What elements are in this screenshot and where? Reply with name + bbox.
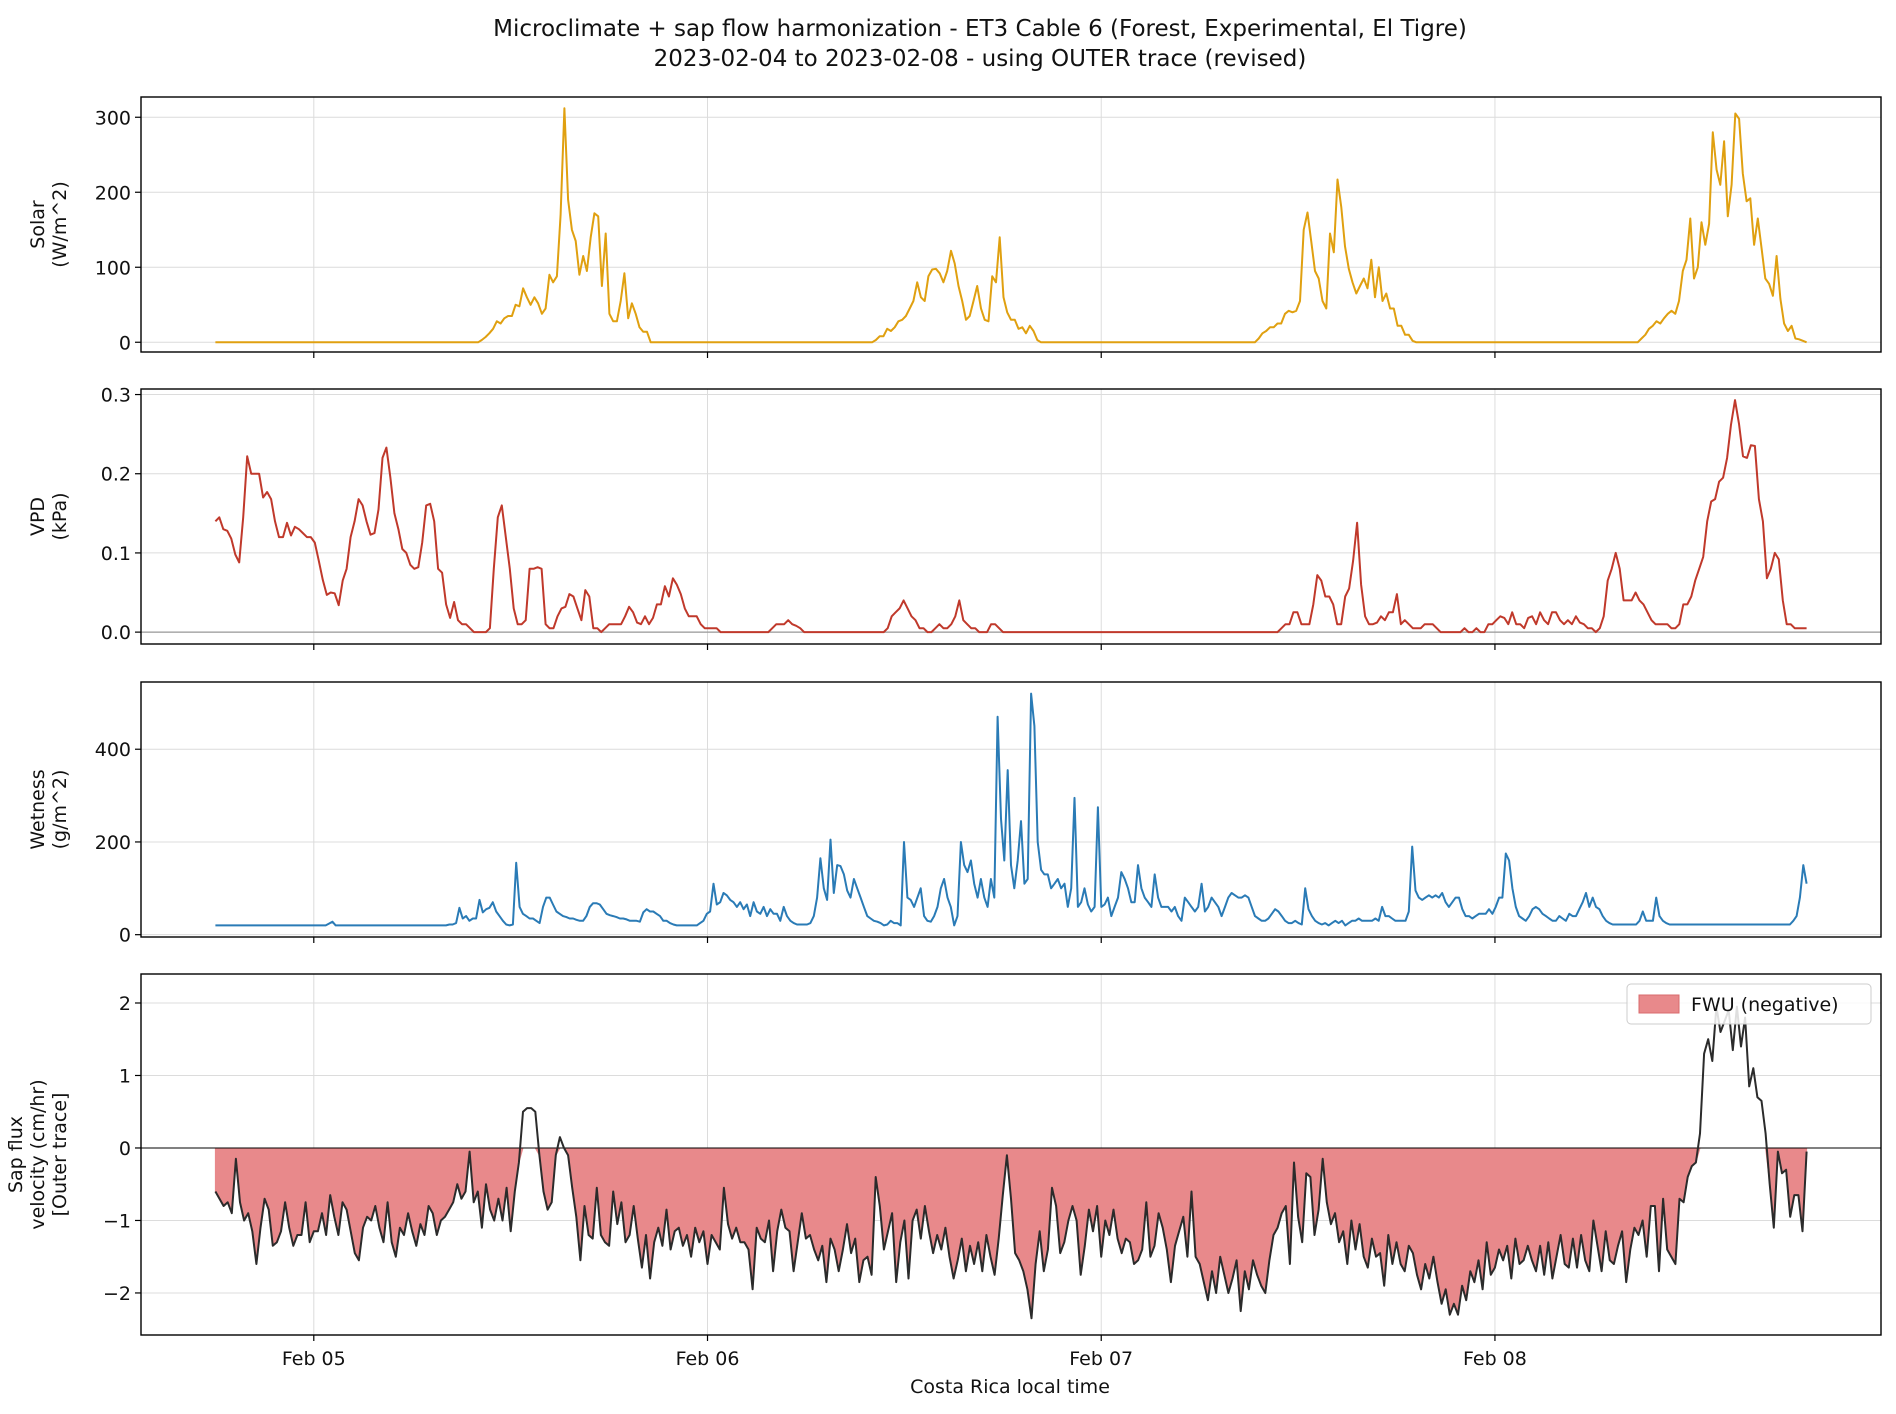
y-axis-label: (W/m^2) (49, 181, 71, 268)
y-axis-label: Sap flux (5, 1116, 27, 1193)
series-line (215, 107, 1807, 344)
x-tick-label: Feb 05 (282, 1348, 346, 1370)
y-tick-label: 2 (119, 993, 131, 1015)
y-axis-label: velocity (cm/hr) (27, 1079, 49, 1229)
legend: FWU (negative) (1626, 983, 1872, 1025)
x-tick-label: Feb 06 (676, 1348, 740, 1370)
axes-frame (140, 388, 1882, 645)
y-tick-label: 0.3 (101, 385, 131, 407)
y-axis-label: Wetness (27, 769, 49, 849)
y-tick-label: 0.0 (101, 622, 131, 644)
y-tick-label: −2 (103, 1283, 131, 1305)
y-axis-label: VPD (27, 497, 49, 536)
chart-title-line1: Microclimate + sap flow harmonization - … (493, 16, 1467, 42)
y-axis-label: Solar (27, 200, 49, 249)
panel-1: 0 100 200 300 Solar (W/m^2) (27, 96, 1882, 358)
series-line (214, 399, 1807, 634)
y-tick-label: 0 (119, 332, 131, 354)
legend-swatch (1638, 994, 1680, 1014)
chart-title-line2: 2023-02-04 to 2023-02-08 - using OUTER t… (654, 46, 1307, 72)
axes-frame (140, 681, 1882, 938)
y-tick-label: 200 (95, 832, 131, 854)
y-tick-label: 0 (119, 1138, 131, 1160)
legend-box (1626, 983, 1872, 1025)
y-axis-label: (kPa) (49, 492, 71, 540)
y-tick-label: 200 (95, 182, 131, 204)
panel-3: 0 200 400 Wetness (g/m^2) (27, 681, 1882, 947)
x-axis-label: Costa Rica local time (910, 1376, 1110, 1398)
y-tick-label: 1 (119, 1065, 131, 1087)
y-axis-label: (g/m^2) (49, 770, 71, 850)
legend-label: FWU (negative) (1691, 994, 1839, 1016)
axes-frame (140, 973, 1882, 1336)
y-tick-label: 300 (95, 107, 131, 129)
y-tick-label: 100 (95, 257, 131, 279)
y-tick-label: 0.2 (101, 464, 131, 486)
x-tick-label: Feb 08 (1463, 1348, 1527, 1370)
series-line (215, 692, 1808, 927)
y-tick-label: −1 (103, 1210, 131, 1232)
series-line (214, 1005, 1808, 1320)
panel-4: Feb 05 Feb 06 Feb 07 Feb 08 −2 −1 0 1 2 Sap flux v… (5, 973, 1882, 1370)
axes-frame (140, 96, 1882, 353)
y-tick-label: 0 (119, 925, 131, 947)
panel-2: 0.0 0.1 0.2 0.3 VPD (kPa) (27, 385, 1882, 650)
x-tick-label: Feb 07 (1069, 1348, 1133, 1370)
y-axis-label: [Outer trace] (49, 1093, 71, 1217)
y-tick-label: 400 (95, 739, 131, 761)
y-tick-label: 0.1 (101, 543, 131, 565)
